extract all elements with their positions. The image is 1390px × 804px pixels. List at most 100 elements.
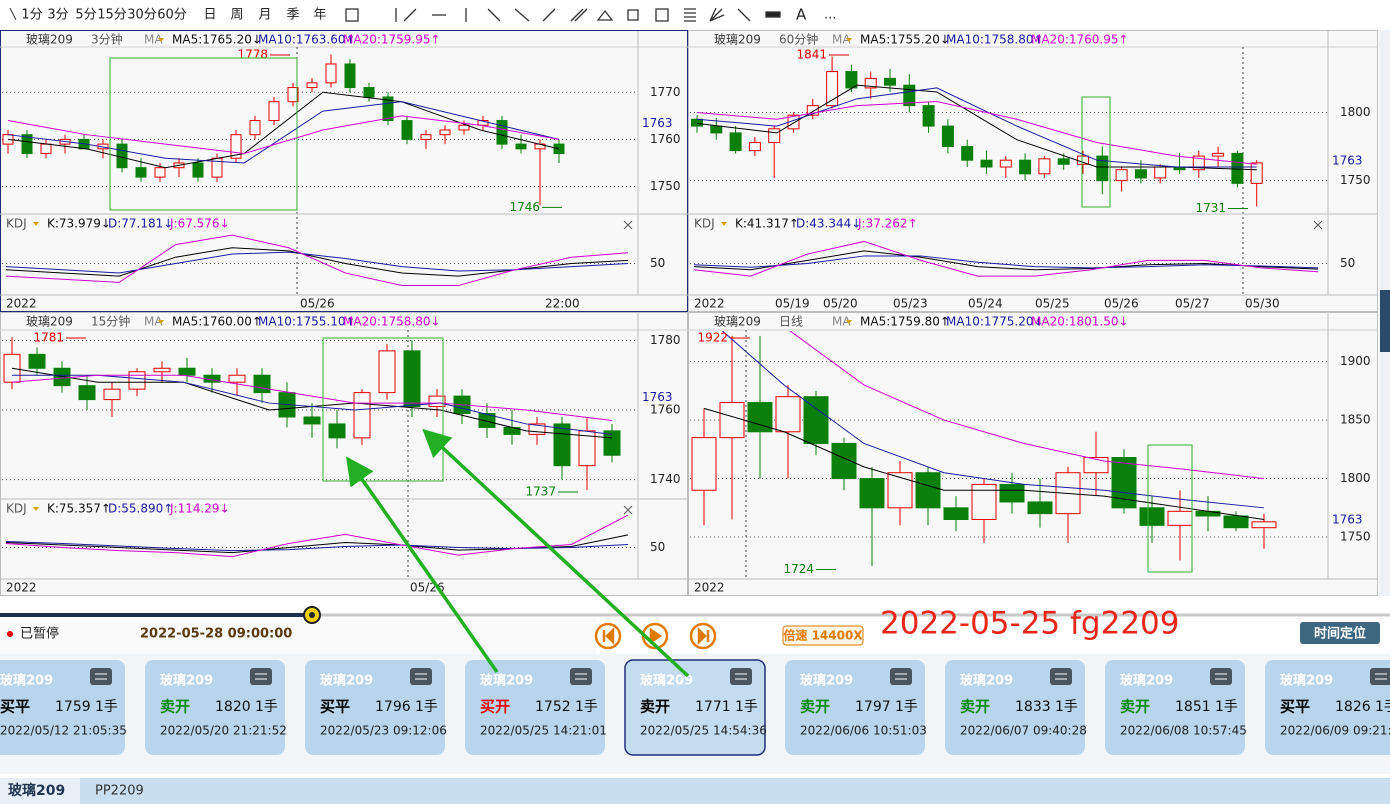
card-chat-icon[interactable] (1370, 668, 1390, 685)
candle-body (306, 82, 318, 89)
candle-body (691, 437, 717, 491)
candle-body (710, 125, 723, 134)
toolbar-icon[interactable] (9, 7, 17, 21)
card-chat-icon[interactable] (730, 668, 752, 685)
candle-body (971, 483, 997, 521)
candle-body (1096, 155, 1109, 182)
ma-value: MA20:1760.95↑ (1031, 33, 1129, 47)
trade-card[interactable] (1265, 660, 1390, 755)
locate-button[interactable] (1300, 622, 1380, 644)
text-tool[interactable]: A (796, 6, 807, 24)
close-button[interactable] (623, 505, 633, 515)
prev-button[interactable] (594, 622, 622, 650)
candle-body (941, 125, 954, 148)
trade-card[interactable] (145, 660, 285, 755)
ma-value: MA5:1765.20↓ (172, 33, 262, 47)
dropdown[interactable] (33, 222, 39, 226)
card-time: 2022/05/12 21:05:35 (0, 724, 127, 738)
card-symbol: 玻璃209 (320, 673, 373, 689)
low-mark: 1746 (509, 200, 540, 214)
locate-label: 时间定位 (1314, 626, 1366, 642)
card-chat-icon[interactable] (890, 668, 912, 685)
next-button[interactable] (689, 622, 717, 650)
kdj-line (5, 540, 629, 552)
kdj-line (5, 514, 629, 558)
card-action: 卖开 (800, 698, 830, 716)
date-label: 22:00 (545, 297, 580, 311)
card-chat-icon[interactable] (1210, 668, 1232, 685)
y-tick-label: 1850 (1340, 413, 1371, 427)
y-tick-label: 50 (1340, 256, 1355, 270)
card-price: 1833 (1015, 699, 1051, 715)
dropdown[interactable] (721, 222, 727, 226)
card-chat-icon[interactable] (570, 668, 592, 685)
period-button[interactable]: 日 (203, 8, 216, 23)
ma-line (696, 84, 1257, 171)
candle-body (40, 143, 52, 155)
candle-body (439, 129, 451, 136)
card-chat-icon[interactable] (90, 668, 112, 685)
trade-card[interactable] (945, 660, 1085, 755)
dropdown[interactable] (846, 38, 852, 42)
trade-card[interactable] (624, 659, 766, 756)
period-button[interactable]: 年 (313, 8, 326, 23)
card-qty: 1手 (255, 699, 278, 715)
trade-card[interactable] (465, 660, 605, 755)
status-dot (7, 631, 13, 637)
play-controls (594, 622, 717, 650)
trade-card[interactable] (785, 660, 925, 755)
speed: 倍速 14400X (783, 628, 863, 643)
period-button[interactable]: 5分 (75, 8, 96, 23)
candle-body (403, 350, 421, 408)
kdj-value: J:114.29↓ (169, 502, 230, 516)
date-label: 05/24 (968, 297, 1003, 311)
candle-body (378, 350, 396, 394)
tab[interactable]: PP2209 (95, 784, 144, 799)
card-qty: 1手 (1055, 699, 1078, 715)
card-chat-icon[interactable] (1050, 668, 1072, 685)
speed-button[interactable] (782, 625, 864, 646)
dropdown[interactable] (158, 320, 164, 324)
candle-body (344, 63, 356, 89)
close-button[interactable] (623, 220, 633, 230)
period-button[interactable]: 1分 (21, 8, 42, 23)
dropdown[interactable] (846, 320, 852, 324)
card-time: 2022/05/23 09:12:06 (320, 724, 447, 738)
ma-line (7, 115, 560, 155)
y-tick-label: 1760 (650, 132, 681, 146)
period-button[interactable]: 季 (286, 8, 299, 23)
card-time: 2022/05/25 14:54:36 (640, 724, 767, 738)
dropdown[interactable] (158, 38, 164, 42)
close-button[interactable] (1313, 220, 1323, 230)
trade-card[interactable] (1105, 660, 1245, 755)
card-time: 2022/06/08 10:57:45 (1120, 724, 1247, 738)
period-button[interactable]: 月 (258, 8, 271, 23)
tab[interactable]: 玻璃209 (8, 782, 65, 799)
trade-card[interactable] (305, 660, 445, 755)
kdj-name: KDJ (694, 217, 715, 231)
plot (3, 336, 621, 491)
tab-active[interactable] (0, 778, 80, 804)
ma-value: MA10:1763.60↑ (258, 33, 356, 47)
card-chat-icon[interactable] (250, 668, 272, 685)
candle-body (528, 423, 546, 435)
candle-body (691, 118, 703, 127)
dropdown[interactable] (33, 507, 39, 511)
card-chat-icon[interactable] (410, 668, 432, 685)
candle-body (603, 430, 621, 456)
period-button[interactable]: 15分 (97, 8, 127, 23)
card-chat-lines (255, 673, 267, 680)
candle-body (53, 367, 71, 387)
more-tools[interactable]: ... (824, 8, 836, 23)
period-button[interactable]: 30分 (127, 8, 157, 23)
kdj-line (693, 250, 1319, 271)
ma-value: MA10:1775.20↓ (946, 315, 1044, 329)
card-symbol: 玻璃209 (960, 673, 1013, 689)
period-button[interactable]: 60分 (157, 8, 187, 23)
scroll-handle[interactable] (1380, 290, 1390, 352)
card-qty: 1手 (735, 699, 758, 715)
kdj-name: KDJ (6, 217, 27, 231)
period-button[interactable]: 周 (230, 8, 243, 23)
period-button[interactable]: 3分 (47, 8, 68, 23)
card-price: 1826 (1335, 699, 1371, 715)
